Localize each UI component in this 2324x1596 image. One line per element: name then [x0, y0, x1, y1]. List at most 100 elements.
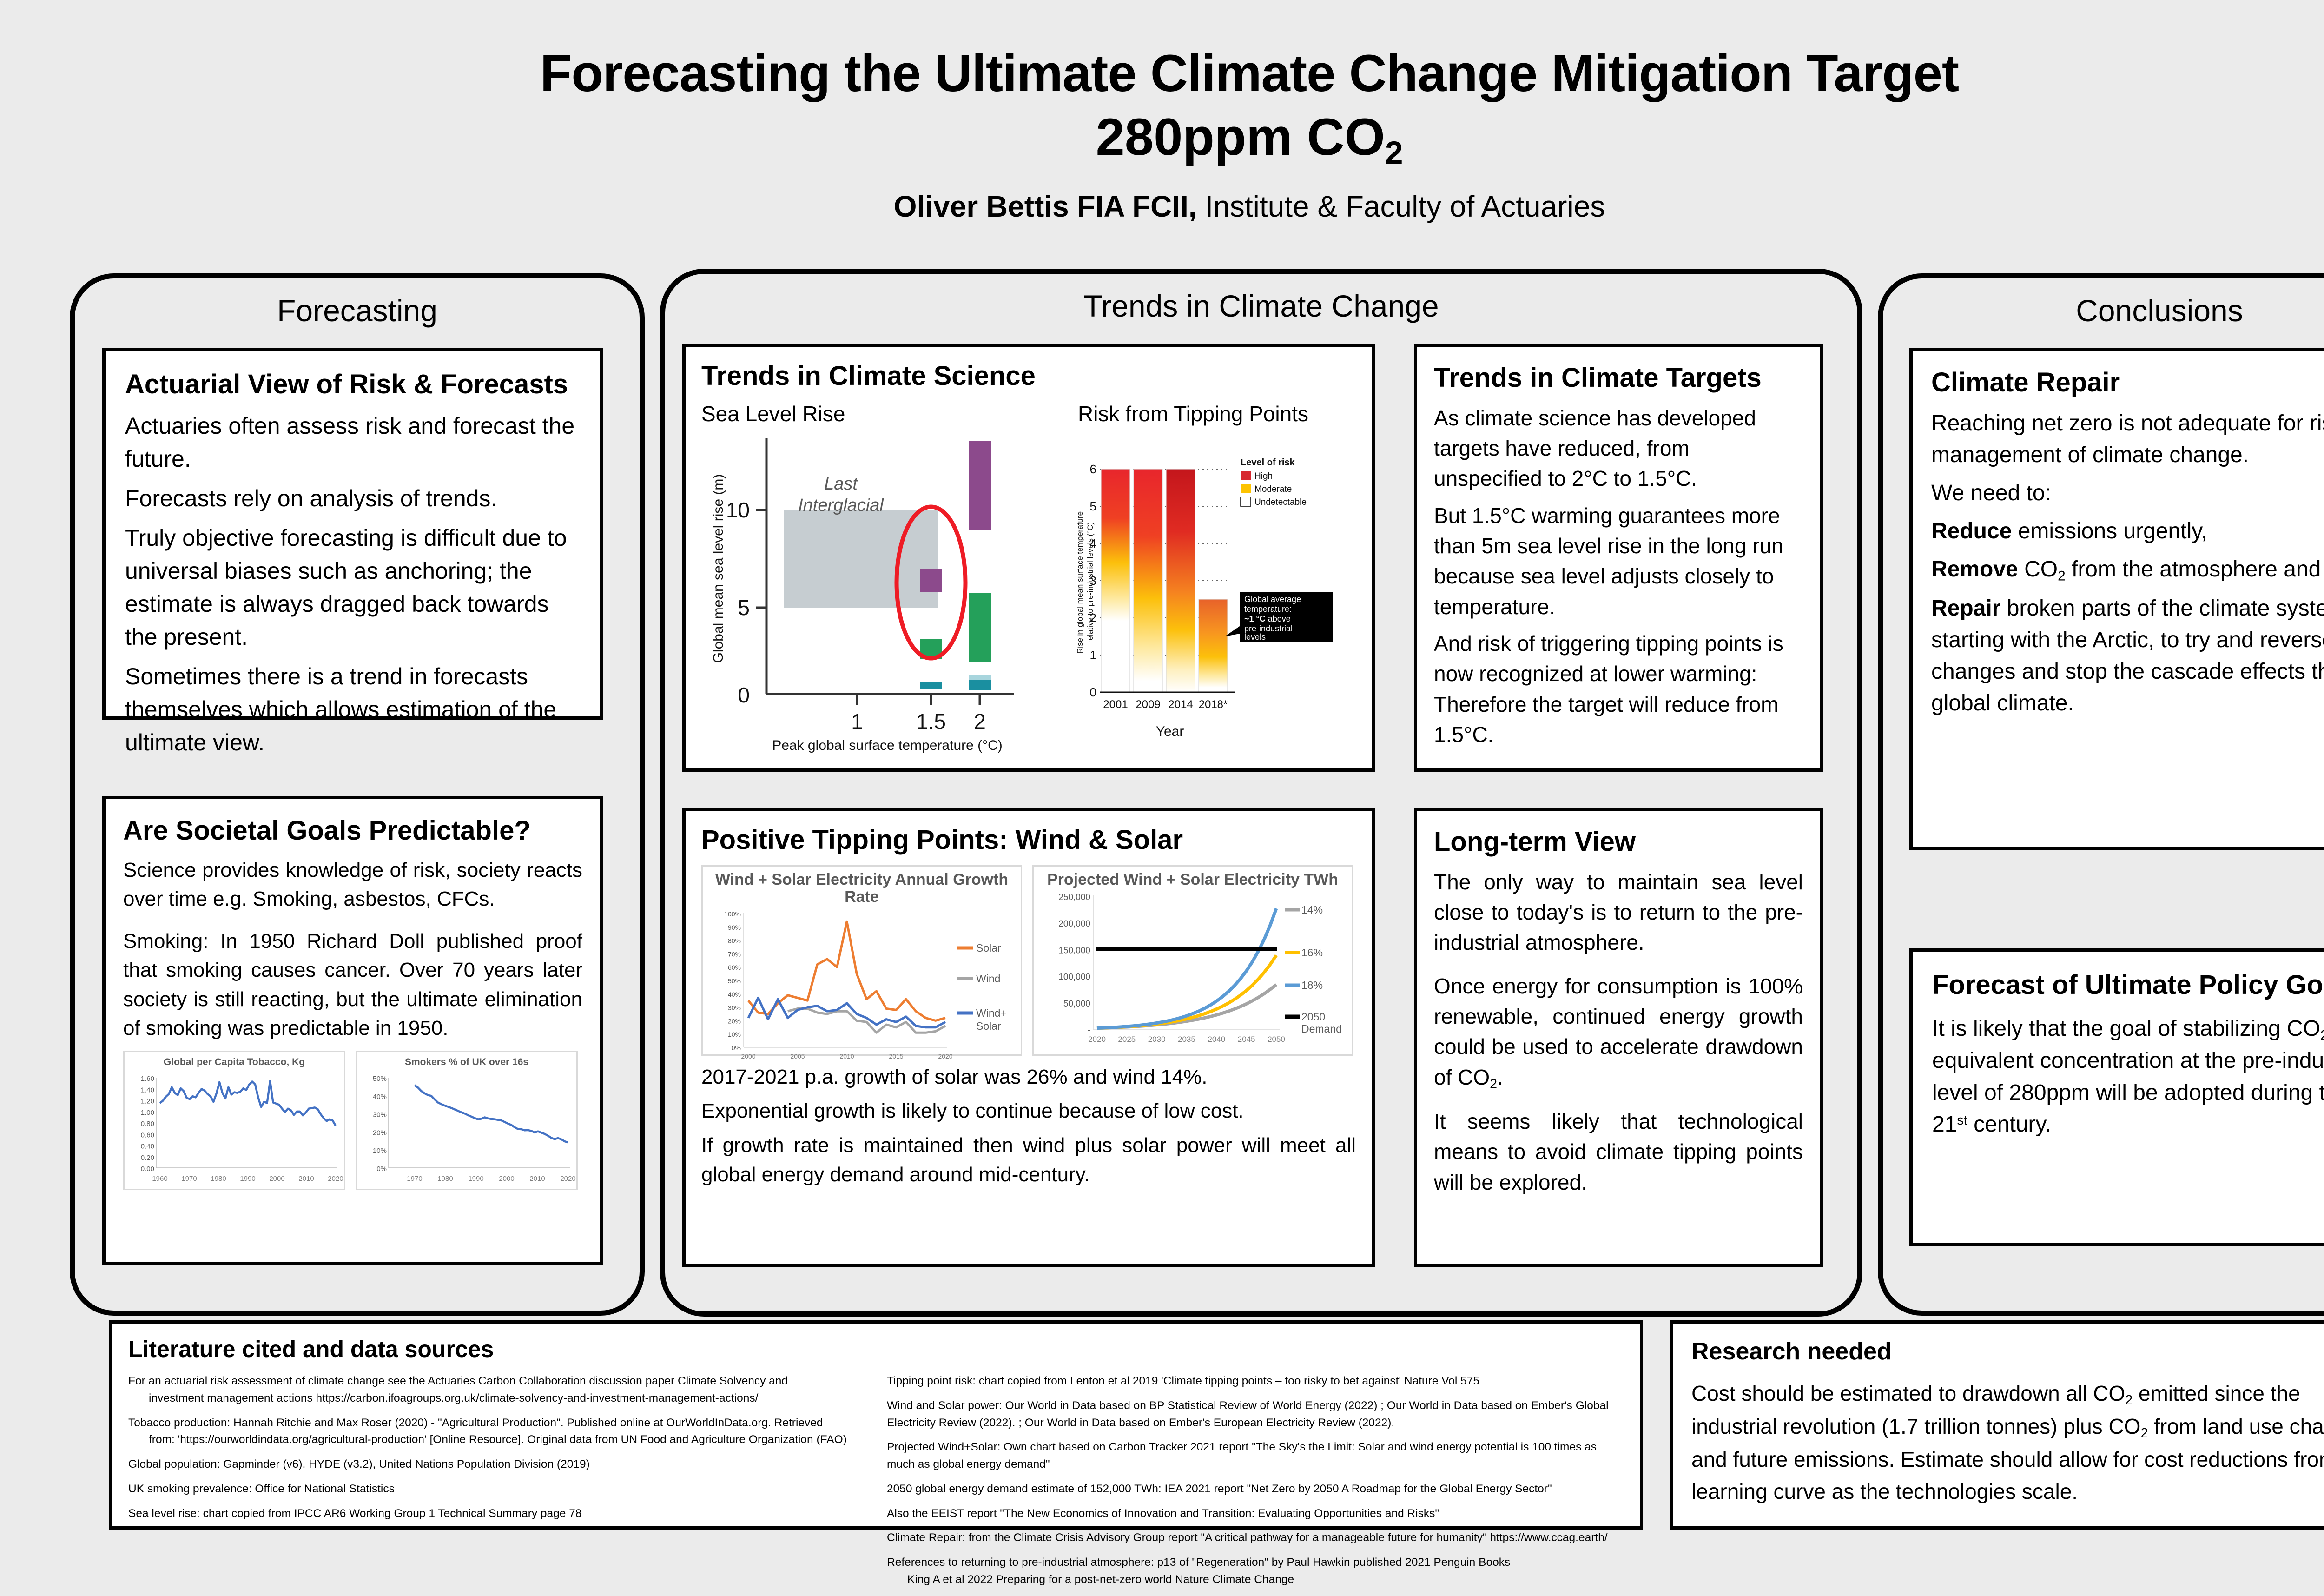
literature-entry: Tipping point risk: chart copied from Le…	[887, 1375, 1480, 1387]
axis-tick: 100,000	[1058, 973, 1090, 982]
research-sub1: 2	[2125, 1392, 2133, 1408]
longterm-p2-a: Once energy for consumption is 100% rene…	[1434, 973, 1803, 1089]
axis-tick: 60%	[728, 964, 741, 971]
axis-tick: 1990	[240, 1175, 255, 1183]
literature-column-right: Tipping point risk: chart copied from Le…	[887, 1373, 1624, 1596]
heading-forecast-policy-goal: Forecast of Ultimate Policy Goal	[1932, 970, 2324, 1000]
chart-risk-tipping-points: 0 1 2 3 4 5 6 2001 2009 2014 2018* Year Rise in g…	[1076, 457, 1333, 739]
axis-tick: 1970	[181, 1175, 197, 1183]
axis-label-x-tipping: Year	[1156, 724, 1184, 739]
policy-goal-sup: st	[1957, 1113, 1967, 1128]
remove-mid: CO	[2018, 557, 2058, 582]
axis-tick: 0	[1090, 685, 1096, 699]
axis-tick: 2020	[1088, 1035, 1106, 1044]
policy-goal-c: century.	[1967, 1112, 2052, 1137]
callout-line3: ~1 °C above	[1244, 614, 1291, 623]
axis-tick: 2045	[1238, 1035, 1255, 1044]
section-title-trends: Trends in Climate Change	[1083, 289, 1439, 323]
box-positive-tipping-points: Positive Tipping Points: Wind & Solar Wi…	[682, 808, 1375, 1267]
axis-tick: 1.20	[141, 1097, 154, 1105]
axis-tick: 200,000	[1058, 919, 1090, 929]
axis-tick: 0%	[376, 1165, 387, 1173]
axis-tick: 20%	[728, 1017, 741, 1025]
callout-line5: levels	[1244, 632, 1266, 642]
chart-svg-growth-rate: 0% 10% 20% 30% 40% 50% 60% 70% 80% 90% 100% 2000 20…	[724, 910, 1007, 1060]
axis-tick: -	[1088, 1026, 1090, 1035]
climate-repair-p1: Reaching net zero is not adequate for ri…	[1931, 411, 2324, 467]
axis-tick: 0.60	[141, 1131, 154, 1139]
climate-repair-p2: We need to:	[1931, 481, 2051, 506]
annotation-last-interglacial-line2: Interglacial	[798, 496, 884, 515]
tipping-caption-2: Exponential growth is likely to continue…	[701, 1099, 1244, 1123]
axis-tick: 150,000	[1058, 946, 1090, 956]
heading-societal-goals: Are Societal Goals Predictable?	[123, 815, 531, 846]
legend-wind: Wind	[976, 973, 1000, 985]
literature-entry-continuation: from: 'https://ourworldindata.org/agricu…	[149, 1433, 847, 1446]
legend-label-high: High	[1254, 471, 1273, 481]
box-forecast-policy-goal: Forecast of Ultimate Policy Goal It is l…	[1909, 948, 2324, 1246]
tipping-caption-1: 2017-2021 p.a. growth of solar was 26% a…	[701, 1065, 1208, 1088]
literature-entry: Tobacco production: Hannah Ritchie and M…	[128, 1415, 865, 1449]
societal-p2: Smoking: In 1950 Richard Doll published …	[123, 929, 582, 1040]
subtitle-text: 280ppm CO	[1096, 107, 1385, 166]
axis-tick: 40%	[373, 1093, 387, 1101]
literature-column-left: For an actuarial risk assessment of clim…	[128, 1373, 865, 1596]
xtick-2: 2	[974, 709, 986, 734]
heading-trends-climate-science: Trends in Climate Science	[701, 361, 1036, 391]
heading-positive-tipping-points: Positive Tipping Points: Wind & Solar	[701, 825, 1183, 855]
literature-entry: UK smoking prevalence: Office for Nation…	[128, 1482, 395, 1495]
chart-title-tobacco: Global per Capita Tobacco, Kg	[163, 1056, 305, 1067]
axis-tick: 2050	[1268, 1035, 1285, 1044]
box-research-needed: Research needed Cost should be estimated…	[1670, 1320, 2324, 1530]
chart-wind-solar-growth-rate: Wind + Solar Electricity Annual Growth R…	[701, 865, 1022, 1060]
actuarial-p4: Sometimes there is a trend in forecasts …	[125, 663, 557, 755]
axis-tick: 2040	[1208, 1035, 1225, 1044]
policy-goal-sub: 2	[2320, 1027, 2324, 1043]
legend-label-undetectable: Undetectable	[1254, 497, 1307, 507]
legend-title-level-of-risk: Level of risk	[1241, 457, 1295, 468]
literature-entry: For an actuarial risk assessment of clim…	[128, 1373, 865, 1407]
axis-tick: 40%	[728, 990, 741, 998]
heading-climate-repair: Climate Repair	[1931, 367, 2120, 397]
longterm-p1: The only way to maintain sea level close…	[1434, 869, 1803, 955]
subtitle-subscript: 2	[1385, 134, 1403, 171]
chart-global-per-capita-tobacco: Global per Capita Tobacco, Kg 0.00 0.20 0.…	[123, 1050, 345, 1190]
chart-svg-projected-twh: - 50,000 100,000 150,000 200,000 250,000 2020…	[1058, 893, 1342, 1044]
legend-wind-solar-1: Wind+	[976, 1007, 1007, 1019]
chart-smokers-pct-uk: Smokers % of UK over 16s 0% 10% 20% 30% 40% 5…	[356, 1050, 578, 1190]
label-risk-tipping-points: Risk from Tipping Points	[1078, 401, 1308, 426]
research-a: Cost should be estimated to drawdown all…	[1691, 1381, 2126, 1405]
chart-title-projected-twh: Projected Wind + Solar Electricity TWh	[1047, 870, 1338, 888]
legend-wind-solar-2: Solar	[976, 1020, 1001, 1032]
climate-targets-p3: And risk of triggering tipping points is…	[1434, 631, 1783, 747]
chart-title-growth-rate: Wind + Solar Electricity Annual Growth R…	[715, 870, 1009, 906]
section-title-forecasting: Forecasting	[277, 293, 437, 328]
chart-title-smokers: Smokers % of UK over 16s	[404, 1056, 529, 1067]
heading-trends-climate-targets: Trends in Climate Targets	[1434, 363, 1762, 393]
legend-solar: Solar	[976, 942, 1001, 954]
chart-svg-smokers: 0% 10% 20% 30% 40% 50% 1970 1980 1990 2000 2010 20…	[373, 1075, 576, 1183]
author-name: Oliver Bettis FIA FCII,	[893, 189, 1197, 223]
axis-tick: 50%	[373, 1075, 387, 1083]
actuarial-p1: Actuaries often assess risk and forecast…	[125, 412, 575, 472]
xtick-1-5: 1.5	[916, 709, 946, 734]
axis-tick: 4	[1090, 536, 1096, 550]
research-paragraph: Cost should be estimated to drawdown all…	[1691, 1377, 2324, 1508]
callout-line4: pre-industrial	[1244, 624, 1293, 633]
axis-tick: 5	[1090, 499, 1096, 513]
societal-p1: Science provides knowledge of risk, soci…	[123, 858, 582, 911]
reduce-rest: emissions urgently,	[2012, 519, 2207, 544]
axis-tick: 10%	[373, 1147, 387, 1155]
axis-tick: 0.20	[141, 1153, 154, 1161]
repair-rest: broken parts of the climate system, star…	[1931, 596, 2324, 716]
policy-goal-p1: It is likely that the goal of stabilizin…	[1932, 1013, 2324, 1140]
xtick-1: 1	[851, 709, 863, 734]
axis-tick: 3	[1090, 574, 1096, 588]
author-line: Oliver Bettis FIA FCII, Institute & Facu…	[0, 189, 2324, 224]
box-trends-climate-targets: Trends in Climate Targets As climate sci…	[1414, 344, 1823, 772]
climate-targets-p2: But 1.5°C warming guarantees more than 5…	[1434, 503, 1783, 619]
legend-label-moderate: Moderate	[1254, 484, 1292, 494]
longterm-p2: Once energy for consumption is 100% rene…	[1434, 971, 1803, 1093]
axis-tick: 1.00	[141, 1108, 154, 1116]
literature-entry: References to returning to pre-industria…	[887, 1554, 1624, 1589]
